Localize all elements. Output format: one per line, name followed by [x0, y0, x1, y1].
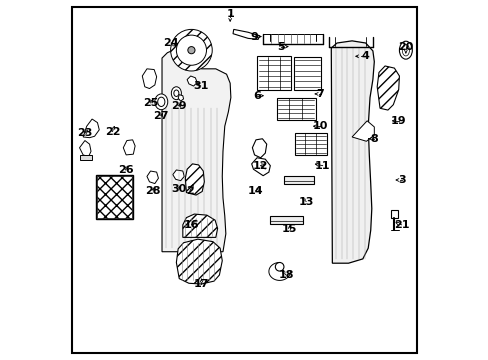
- Polygon shape: [185, 164, 204, 195]
- Ellipse shape: [187, 46, 195, 54]
- Polygon shape: [162, 47, 230, 252]
- Text: 15: 15: [282, 224, 297, 234]
- Text: 24: 24: [163, 38, 179, 48]
- Text: 11: 11: [314, 161, 330, 171]
- Polygon shape: [251, 158, 270, 176]
- Polygon shape: [330, 41, 373, 263]
- Text: 21: 21: [393, 220, 408, 230]
- Bar: [270, 216, 303, 224]
- Polygon shape: [390, 211, 397, 218]
- Text: 20: 20: [397, 42, 413, 52]
- Bar: [284, 176, 314, 184]
- Polygon shape: [80, 140, 91, 157]
- Text: 9: 9: [250, 32, 258, 41]
- Polygon shape: [172, 170, 184, 181]
- Text: 17: 17: [193, 279, 209, 289]
- Ellipse shape: [275, 262, 284, 271]
- Bar: [294, 133, 326, 155]
- Polygon shape: [123, 140, 135, 155]
- Ellipse shape: [402, 44, 408, 56]
- Text: 19: 19: [390, 116, 406, 126]
- Ellipse shape: [155, 94, 167, 110]
- Text: 30: 30: [171, 184, 186, 194]
- Text: 1: 1: [226, 9, 234, 19]
- Bar: [276, 98, 315, 120]
- Polygon shape: [187, 76, 197, 86]
- Polygon shape: [176, 239, 222, 284]
- Polygon shape: [252, 139, 266, 158]
- Polygon shape: [183, 214, 217, 237]
- Text: 23: 23: [77, 129, 92, 138]
- Text: 29: 29: [171, 102, 187, 112]
- Bar: [257, 56, 291, 90]
- Text: 12: 12: [252, 161, 268, 171]
- Text: 31: 31: [193, 81, 208, 91]
- Ellipse shape: [174, 90, 179, 96]
- Bar: [293, 57, 320, 90]
- Text: 8: 8: [370, 134, 377, 144]
- Text: 2: 2: [186, 186, 193, 196]
- Polygon shape: [376, 66, 399, 110]
- Text: 3: 3: [398, 175, 405, 185]
- Polygon shape: [83, 119, 99, 138]
- Ellipse shape: [399, 41, 411, 59]
- Text: 25: 25: [142, 98, 158, 108]
- Ellipse shape: [171, 87, 181, 100]
- Polygon shape: [178, 95, 183, 101]
- Text: 13: 13: [298, 197, 313, 207]
- Text: 22: 22: [104, 127, 120, 136]
- Polygon shape: [142, 69, 156, 89]
- Polygon shape: [147, 171, 158, 184]
- Polygon shape: [351, 121, 373, 141]
- Ellipse shape: [170, 30, 212, 71]
- Polygon shape: [233, 30, 259, 40]
- Text: 16: 16: [183, 220, 199, 230]
- Text: 27: 27: [153, 111, 169, 121]
- Text: 4: 4: [360, 51, 368, 61]
- Ellipse shape: [176, 35, 206, 65]
- Bar: [97, 176, 131, 218]
- Ellipse shape: [158, 97, 164, 107]
- Text: 10: 10: [312, 121, 327, 131]
- Text: 14: 14: [247, 186, 263, 196]
- Text: 5: 5: [277, 42, 285, 51]
- Text: 6: 6: [253, 91, 261, 101]
- Bar: [96, 175, 133, 220]
- Text: 18: 18: [278, 270, 293, 280]
- Polygon shape: [80, 155, 92, 160]
- Text: 28: 28: [145, 186, 161, 196]
- Text: 26: 26: [118, 165, 133, 175]
- Text: 7: 7: [316, 89, 324, 99]
